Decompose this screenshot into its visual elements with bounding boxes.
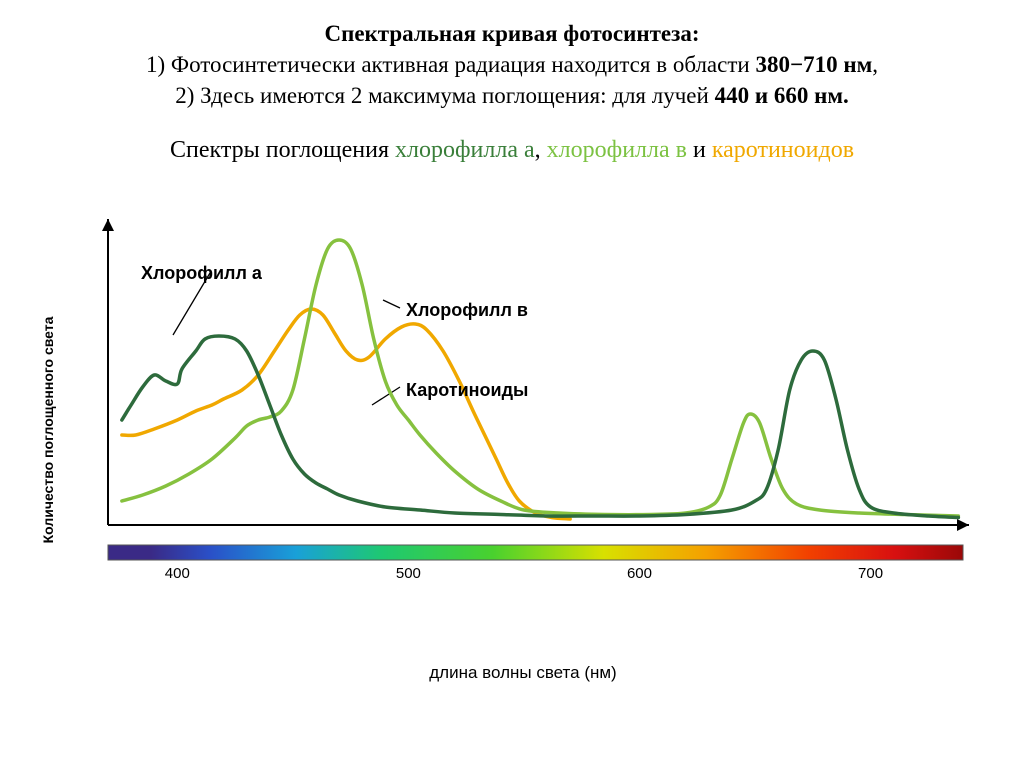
page: Спектральная кривая фотосинтеза: 1) Фото…: [0, 0, 1024, 768]
series-label-carot: Каротиноиды: [406, 380, 528, 401]
series-label-chl-a: Хлорофилл а: [141, 263, 262, 284]
title-main: Спектральная кривая фотосинтеза:: [0, 18, 1024, 49]
header-block: Спектральная кривая фотосинтеза: 1) Фото…: [0, 0, 1024, 111]
title-line-2: 2) Здесь имеются 2 максимума поглощения:…: [0, 80, 1024, 111]
subtitle-carot: каротиноидов: [712, 137, 854, 163]
svg-text:700: 700: [858, 565, 883, 582]
svg-text:600: 600: [627, 565, 652, 582]
subtitle-chl-a: хлорофилла а: [395, 137, 535, 163]
y-axis-label: Количество поглощенного света: [40, 317, 56, 544]
x-axis-label: длина волны света (нм): [58, 663, 988, 683]
series-label-chl-b: Хлорофилл в: [406, 300, 528, 321]
svg-text:500: 500: [396, 565, 421, 582]
svg-text:400: 400: [165, 565, 190, 582]
title-line-1: 1) Фотосинтетически активная радиация на…: [0, 49, 1024, 80]
subtitle-chl-b: хлорофилла в: [547, 137, 687, 163]
subtitle: Спектры поглощения хлорофилла а, хлорофи…: [0, 137, 1024, 164]
chart: Количество поглощенного света 4005006007…: [58, 215, 988, 645]
